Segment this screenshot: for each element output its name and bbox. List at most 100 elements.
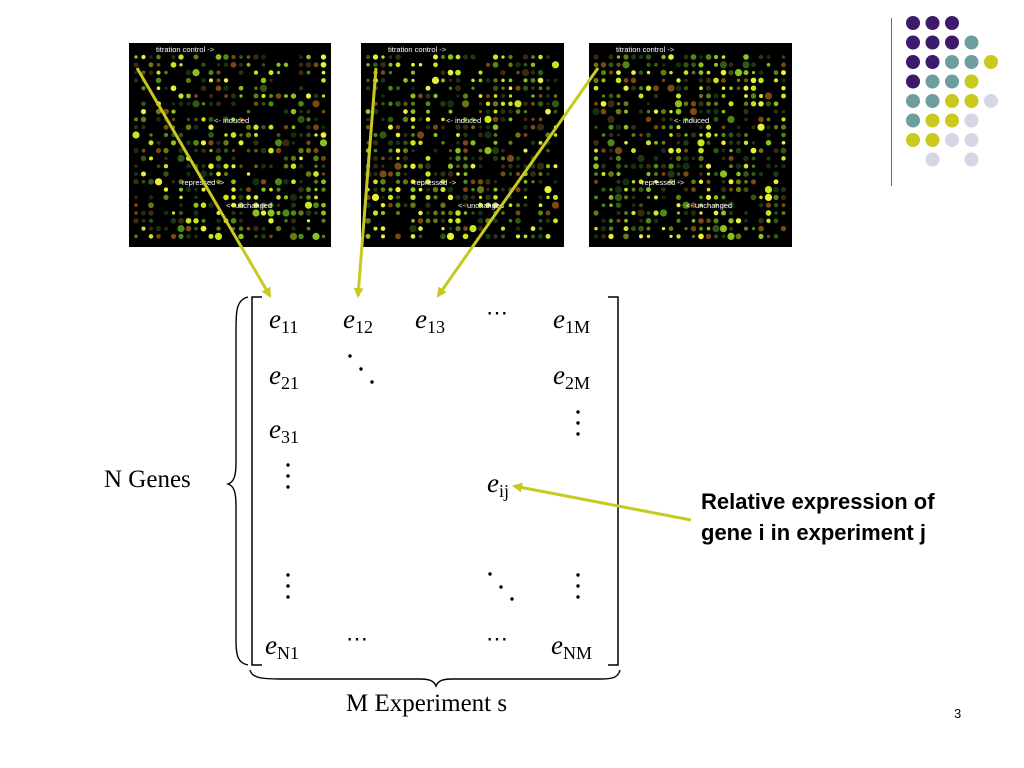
- array-spot: [698, 78, 704, 83]
- array-spot: [653, 155, 659, 161]
- array-spot: [683, 187, 689, 192]
- array-spot: [705, 163, 712, 169]
- array-spot: [478, 132, 483, 138]
- array-spot: [546, 148, 550, 153]
- array-spot: [676, 211, 681, 215]
- array-spot: [170, 140, 177, 146]
- array-spot: [455, 210, 461, 216]
- array-spot: [781, 211, 786, 215]
- array-spot: [455, 69, 461, 76]
- array-spot: [411, 62, 415, 67]
- array-spot: [601, 94, 606, 98]
- array-spot: [553, 109, 558, 114]
- array-spot: [706, 101, 711, 107]
- array-spot: [410, 93, 416, 99]
- array-spot: [380, 226, 386, 231]
- array-spot: [231, 156, 236, 161]
- array-spot: [545, 140, 551, 146]
- array-spot: [313, 171, 319, 177]
- array-spot: [766, 55, 771, 59]
- array-spot: [758, 225, 764, 232]
- array-spot: [185, 69, 192, 76]
- array-spot: [253, 101, 259, 107]
- array-spot: [683, 140, 689, 146]
- array-spot: [276, 133, 281, 137]
- array-spot: [418, 234, 423, 239]
- array-spot: [148, 62, 154, 68]
- array-spot: [239, 211, 243, 215]
- array-spot: [500, 171, 506, 177]
- array-spot: [523, 62, 528, 67]
- array-spot: [608, 226, 614, 231]
- array-spot: [653, 210, 659, 216]
- array-spot: [320, 54, 327, 60]
- array-spot: [417, 218, 424, 224]
- array-spot: [379, 170, 387, 178]
- array-spot: [706, 140, 711, 145]
- array-spot: [485, 217, 491, 224]
- array-spot: [313, 148, 319, 154]
- array-spot: [508, 86, 513, 91]
- array-spot: [654, 180, 658, 184]
- array-spot: [171, 102, 176, 106]
- decor-dot: [906, 94, 920, 108]
- array-spot: [156, 54, 161, 60]
- array-spot: [134, 203, 138, 208]
- array-spot: [500, 234, 506, 239]
- array-spot: [463, 172, 468, 176]
- array-spot: [291, 179, 296, 185]
- array-spot: [516, 70, 520, 75]
- array-spot: [750, 179, 757, 185]
- array-spot: [261, 187, 266, 192]
- array-spot: [698, 155, 704, 162]
- array-spot: [178, 210, 184, 216]
- array-spot: [773, 186, 779, 193]
- array-spot: [676, 141, 681, 145]
- decor-dot: [984, 94, 998, 108]
- panel-label-repressed: repressed ->: [414, 178, 457, 187]
- decor-dot: [906, 113, 920, 128]
- array-spot: [372, 210, 379, 216]
- array-spot: [193, 54, 199, 60]
- array-spot: [163, 210, 169, 216]
- array-spot: [402, 179, 409, 185]
- array-spot: [631, 85, 636, 91]
- array-spot: [305, 93, 312, 99]
- array-spot: [659, 209, 668, 217]
- array-spot: [714, 133, 718, 137]
- array-spot: [765, 202, 772, 208]
- array-spot: [387, 116, 394, 123]
- array-spot: [208, 93, 214, 99]
- array-spot: [418, 140, 423, 146]
- array-spot: [276, 210, 281, 216]
- array-spot: [661, 117, 666, 122]
- array-spot: [140, 116, 147, 123]
- array-spot: [215, 155, 222, 162]
- array-spot: [231, 187, 236, 192]
- array-spot: [364, 170, 372, 178]
- array-spot: [440, 233, 446, 240]
- array-spot: [594, 125, 598, 129]
- array-spot: [766, 234, 771, 239]
- array-spot: [531, 55, 535, 59]
- array-spot: [743, 70, 749, 76]
- array-spot: [402, 148, 409, 154]
- array-spot: [601, 70, 606, 76]
- decor-dot: [945, 113, 959, 128]
- array-spot: [314, 179, 318, 184]
- array-spot: [252, 178, 260, 186]
- array-spot: [239, 187, 243, 192]
- array-spot: [463, 187, 468, 193]
- array-spot: [373, 226, 378, 231]
- array-spot: [684, 78, 688, 83]
- array-spot: [477, 226, 484, 232]
- array-spot: [290, 93, 297, 99]
- array-spot: [608, 195, 614, 200]
- array-spot: [691, 179, 696, 185]
- array-spot: [201, 62, 206, 67]
- array-spot: [523, 195, 528, 200]
- array-spot: [675, 147, 682, 154]
- array-spot: [623, 85, 629, 91]
- array-spot: [156, 116, 161, 122]
- array-spot: [380, 202, 386, 208]
